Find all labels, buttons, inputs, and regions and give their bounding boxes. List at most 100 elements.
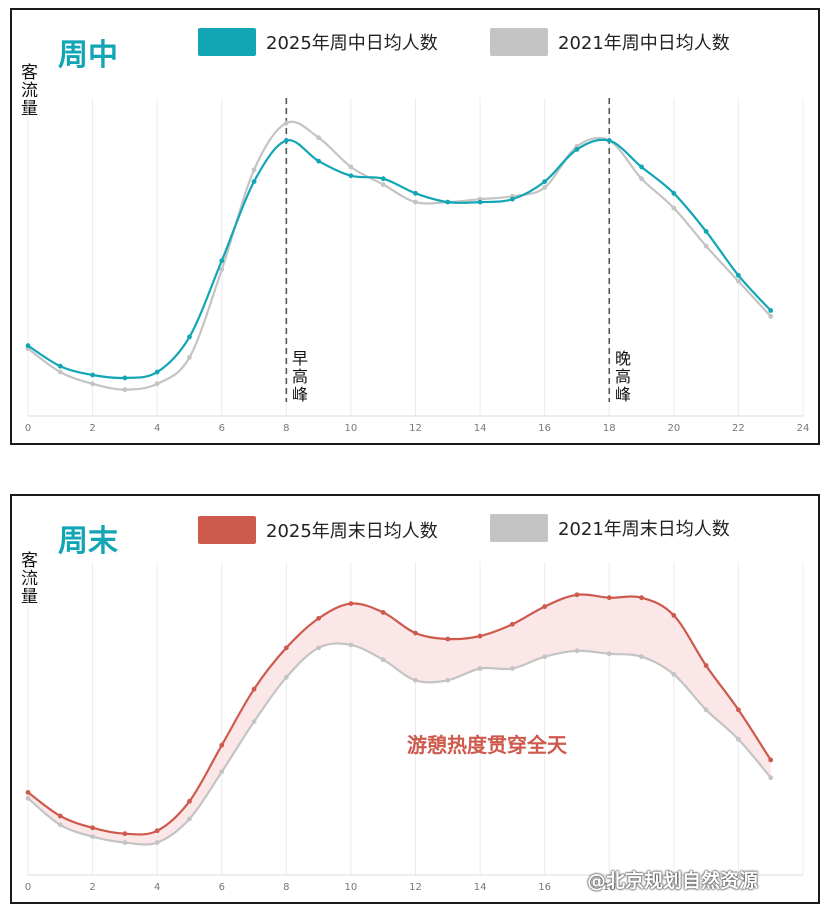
series-2021 [25, 642, 774, 846]
data-point [90, 834, 95, 840]
x-tick-label: 10 [345, 882, 358, 893]
legend-label-2025-weekend: 2025年周末日均人数 [266, 521, 438, 542]
data-point [574, 146, 580, 152]
data-point [413, 630, 418, 636]
data-point [187, 355, 192, 360]
data-point [154, 369, 160, 375]
data-point [445, 199, 451, 205]
data-point [413, 199, 418, 205]
data-point [251, 167, 257, 173]
legend-swatch-2025-weekday [198, 28, 256, 56]
data-point [671, 190, 677, 196]
data-point [57, 822, 63, 828]
series-line [27, 642, 772, 846]
data-point [187, 334, 192, 340]
data-point [380, 182, 386, 187]
data-point [736, 278, 741, 284]
data-point [574, 592, 580, 598]
data-point [671, 672, 677, 677]
x-tick-label: 10 [345, 423, 358, 434]
data-point [283, 138, 289, 143]
x-axis-ticks: 0 2 4 6 8 10 12 14 16 18 [25, 882, 616, 893]
data-point [606, 595, 612, 601]
data-point [251, 179, 257, 185]
weekday-chart-title: 周中 [58, 38, 118, 73]
data-point [348, 173, 354, 179]
evening-peak-label: 晚高峰 [615, 349, 632, 404]
data-point [25, 790, 31, 795]
x-tick-label: 2 [89, 882, 95, 893]
data-point [219, 267, 225, 272]
data-point [606, 138, 612, 143]
legend-swatch-2025-weekend [198, 516, 256, 544]
data-point [768, 775, 774, 781]
data-point [542, 185, 548, 190]
x-tick-label: 8 [283, 882, 289, 893]
data-point [768, 757, 774, 763]
data-point [316, 615, 322, 621]
legend-label-2021-weekday: 2021年周中日均人数 [558, 33, 730, 54]
data-point [606, 651, 612, 657]
x-tick-label: 0 [25, 423, 31, 434]
weekend-area-chart: 0 2 4 6 8 10 12 14 16 18 [25, 562, 804, 893]
data-point [477, 666, 483, 671]
data-point [703, 243, 709, 249]
data-point [542, 179, 548, 185]
data-point [509, 666, 515, 671]
data-point [187, 816, 192, 822]
data-point [736, 707, 741, 713]
data-point [380, 610, 386, 615]
data-point [57, 813, 63, 819]
data-point [90, 825, 95, 831]
x-tick-label: 8 [283, 423, 289, 434]
x-tick-label: 18 [603, 423, 616, 434]
data-point [283, 674, 289, 680]
data-point [283, 645, 289, 651]
weekend-chart-title: 周末 [58, 524, 118, 559]
data-point [509, 196, 515, 202]
x-tick-label: 6 [219, 423, 225, 434]
x-tick-label: 4 [154, 882, 160, 893]
data-point [316, 645, 322, 651]
data-point [639, 176, 644, 182]
data-point [639, 164, 644, 170]
data-point [380, 657, 386, 663]
data-point [348, 601, 354, 606]
weekday-chart-panel: 周中 2025年周中日均人数 2021年周中日均人数 客流量 早高峰 晚高峰 0… [10, 8, 820, 445]
weekday-y-axis-label: 客流量 [21, 63, 38, 119]
data-point [445, 677, 451, 683]
data-point [639, 654, 644, 660]
data-point [154, 840, 160, 845]
series-2021 [25, 120, 774, 393]
data-point [477, 199, 483, 205]
x-tick-label: 14 [474, 423, 487, 434]
data-point [380, 176, 386, 182]
data-point [122, 375, 128, 381]
data-point [574, 648, 580, 654]
data-point [736, 736, 741, 742]
x-axis-ticks: 0 2 4 6 8 10 12 14 16 18 20 22 24 [25, 423, 810, 434]
x-tick-label: 18 [603, 882, 616, 893]
watermark: @北京规划自然资源 [587, 870, 759, 892]
data-point [703, 229, 709, 234]
data-point [542, 604, 548, 609]
x-tick-label: 4 [154, 423, 160, 434]
data-point [251, 719, 257, 724]
legend-2021-weekday: 2021年周中日均人数 [490, 28, 730, 56]
data-point [316, 135, 322, 141]
data-point [90, 381, 95, 387]
x-tick-label: 2 [89, 423, 95, 434]
data-point [90, 372, 95, 378]
x-tick-label: 16 [538, 423, 551, 434]
x-tick-label: 14 [474, 882, 487, 893]
data-point [154, 381, 160, 387]
series-2025 [25, 592, 774, 837]
data-point [768, 308, 774, 313]
data-point [57, 363, 63, 369]
data-point [283, 120, 289, 126]
data-point [445, 636, 451, 642]
series-2025 [25, 138, 774, 381]
series-line [27, 120, 772, 391]
x-tick-label: 12 [409, 423, 422, 434]
legend-swatch-2021-weekend [490, 514, 548, 542]
